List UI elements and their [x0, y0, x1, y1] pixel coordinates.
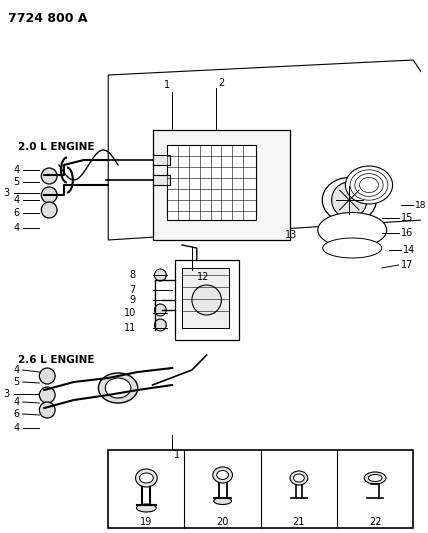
Text: 2: 2	[218, 78, 225, 88]
Text: 21: 21	[293, 517, 305, 527]
Circle shape	[332, 182, 367, 218]
Text: 22: 22	[369, 517, 381, 527]
Bar	[167, 145, 256, 220]
Text: 20: 20	[217, 517, 229, 527]
Circle shape	[39, 387, 55, 403]
Text: 18: 18	[415, 200, 427, 209]
Text: 1: 1	[174, 450, 180, 460]
Bar	[182, 268, 229, 328]
Ellipse shape	[368, 474, 382, 481]
Text: 11: 11	[124, 323, 136, 333]
Bar	[152, 130, 290, 240]
Text: 6: 6	[14, 409, 20, 419]
Ellipse shape	[318, 213, 387, 247]
Text: 4: 4	[14, 223, 20, 233]
Ellipse shape	[214, 497, 232, 505]
Text: 2.0 L ENGINE: 2.0 L ENGINE	[18, 142, 94, 152]
Text: 13: 13	[285, 230, 297, 240]
Ellipse shape	[140, 473, 153, 483]
Text: 4: 4	[14, 423, 20, 433]
Text: 16: 16	[401, 228, 413, 238]
Ellipse shape	[290, 471, 308, 485]
Text: 4: 4	[14, 397, 20, 407]
Text: 6: 6	[14, 208, 20, 218]
Circle shape	[155, 319, 166, 331]
Ellipse shape	[217, 471, 229, 480]
Ellipse shape	[213, 467, 232, 483]
Circle shape	[192, 285, 221, 315]
Text: 15: 15	[401, 213, 413, 223]
Ellipse shape	[360, 177, 378, 192]
Circle shape	[39, 402, 55, 418]
Text: 7: 7	[130, 285, 136, 295]
Circle shape	[42, 202, 57, 218]
Ellipse shape	[323, 238, 382, 258]
Text: 4: 4	[14, 365, 20, 375]
Text: 5: 5	[13, 377, 20, 387]
Ellipse shape	[322, 177, 376, 222]
Text: 8: 8	[130, 270, 136, 280]
Bar	[152, 175, 170, 185]
Text: 7724 800 A: 7724 800 A	[8, 12, 87, 25]
Circle shape	[155, 269, 166, 281]
Ellipse shape	[355, 174, 383, 196]
Text: 17: 17	[401, 260, 413, 270]
Text: 2.6 L ENGINE: 2.6 L ENGINE	[18, 355, 94, 365]
Text: 1: 1	[164, 80, 170, 90]
Ellipse shape	[105, 378, 131, 398]
Text: 19: 19	[140, 517, 152, 527]
Bar	[175, 260, 239, 340]
Ellipse shape	[350, 170, 388, 200]
Text: 12: 12	[197, 272, 209, 282]
Text: 4: 4	[14, 195, 20, 205]
Text: 10: 10	[124, 308, 136, 318]
Circle shape	[155, 304, 166, 316]
Text: 3: 3	[4, 389, 10, 399]
Ellipse shape	[136, 469, 157, 487]
Circle shape	[42, 168, 57, 184]
Text: 4: 4	[14, 165, 20, 175]
Ellipse shape	[98, 373, 138, 403]
Ellipse shape	[137, 504, 156, 512]
Circle shape	[42, 187, 57, 203]
Ellipse shape	[294, 474, 304, 482]
Ellipse shape	[364, 472, 386, 484]
Text: 5: 5	[13, 177, 20, 187]
Bar	[108, 450, 413, 528]
Text: 3: 3	[4, 188, 10, 198]
Text: 14: 14	[404, 245, 416, 255]
Ellipse shape	[345, 166, 392, 204]
Text: 9: 9	[130, 295, 136, 305]
Circle shape	[39, 368, 55, 384]
Bar	[152, 155, 170, 165]
